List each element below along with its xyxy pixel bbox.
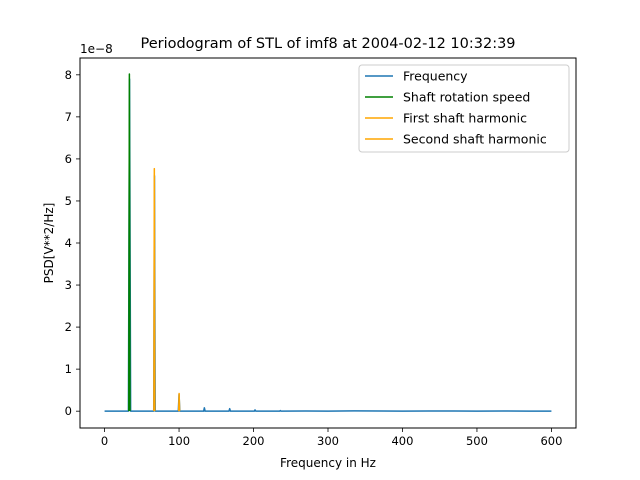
y-tick-label: 8	[65, 68, 72, 82]
y-tick-label: 3	[65, 278, 72, 292]
chart-title: Periodogram of STL of imf8 at 2004-02-12…	[140, 36, 515, 52]
x-tick-label: 500	[466, 434, 488, 448]
x-tick-label: 400	[391, 434, 413, 448]
series-line-shaft-rotation-speed	[128, 73, 131, 412]
series-line-first-shaft-harmonic	[153, 167, 156, 412]
y-tick-label: 4	[65, 236, 72, 250]
legend-label-frequency: Frequency	[403, 69, 468, 84]
y-tick-label: 7	[65, 110, 72, 124]
legend-box	[358, 64, 570, 153]
x-tick-label: 200	[243, 434, 265, 448]
x-tick-label: 0	[101, 434, 108, 448]
legend: Frequency Shaft rotation speed First shaft…	[358, 64, 570, 153]
x-axis: 0 100 200 300 400 500 600	[101, 428, 562, 448]
y-tick-label: 1	[65, 362, 72, 376]
legend-label-first-shaft-harmonic: First shaft harmonic	[403, 111, 527, 126]
y-tick-label: 0	[65, 404, 72, 418]
legend-label-second-shaft-harmonic: Second shaft harmonic	[403, 132, 547, 147]
x-tick-label: 600	[540, 434, 562, 448]
y-tick-label: 5	[65, 194, 72, 208]
x-tick-label: 100	[168, 434, 190, 448]
legend-label-shaft-rotation-speed: Shaft rotation speed	[403, 90, 530, 105]
x-axis-label: Frequency in Hz	[280, 456, 376, 470]
series-line-second-shaft-harmonic	[177, 392, 181, 412]
y-tick-label: 6	[65, 152, 72, 166]
y-axis: 0 1 2 3 4 5 6 7 8	[65, 68, 80, 418]
y-axis-label: PSD[V**2/Hz]	[42, 203, 56, 284]
y-tick-label: 2	[65, 320, 72, 334]
y-offset-label: 1e−8	[80, 42, 113, 56]
series-layer	[104, 73, 552, 412]
x-tick-label: 300	[317, 434, 339, 448]
